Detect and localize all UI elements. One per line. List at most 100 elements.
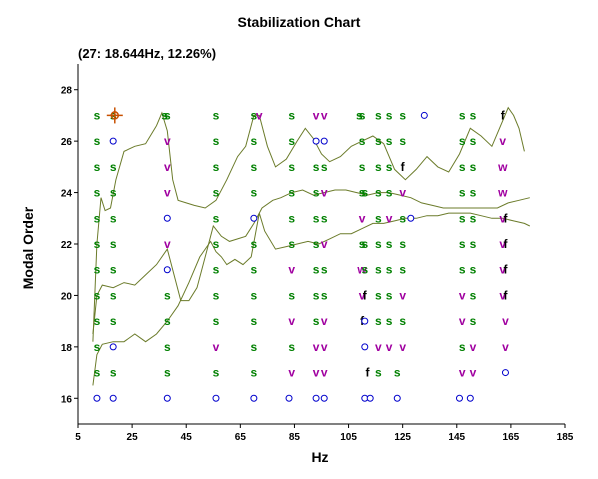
stab-mark-v: v xyxy=(499,211,506,225)
stab-mark-s: s xyxy=(313,211,320,225)
stab-mark-v: v xyxy=(459,314,466,328)
stab-mark-s: s xyxy=(359,186,366,200)
stab-mark-v: v xyxy=(313,366,320,380)
stab-mark-f: f xyxy=(501,108,506,122)
stab-mark-s: s xyxy=(313,237,320,251)
stab-mark-s: s xyxy=(375,186,382,200)
y-tick-label: 24 xyxy=(61,189,73,200)
stab-mark-s: s xyxy=(110,263,117,277)
stab-mark-s: s xyxy=(288,340,295,354)
stab-mark-v: v xyxy=(470,340,477,354)
stab-mark-s: s xyxy=(213,108,220,122)
stab-mark-s: s xyxy=(459,211,466,225)
stab-mark-s: s xyxy=(361,186,368,200)
stab-mark-s: s xyxy=(375,160,382,174)
stab-mark-s: s xyxy=(321,288,328,302)
stab-mark-s: s xyxy=(110,160,117,174)
stab-mark-v: v xyxy=(321,340,328,354)
stab-mark-o xyxy=(285,394,293,402)
stab-mark-s: s xyxy=(470,186,477,200)
stab-mark-s: s xyxy=(251,340,258,354)
cursor-marker xyxy=(110,111,120,120)
stab-mark-s: s xyxy=(313,160,320,174)
stab-mark-s: s xyxy=(375,263,382,277)
y-axis-label: Modal Order xyxy=(20,206,36,289)
stab-mark-s: s xyxy=(213,314,220,328)
stab-mark-s: s xyxy=(94,186,101,200)
stab-mark-s: s xyxy=(321,160,328,174)
stab-mark-s: s xyxy=(110,237,117,251)
stab-mark-s: s xyxy=(288,160,295,174)
stab-mark-s: s xyxy=(164,340,171,354)
stab-mark-o xyxy=(320,394,328,402)
stab-mark-s: s xyxy=(386,288,393,302)
x-tick-label: 25 xyxy=(127,432,139,443)
stab-mark-s: s xyxy=(110,314,117,328)
stab-mark-o xyxy=(109,343,117,351)
stab-mark-o xyxy=(250,394,258,402)
stab-mark-s: s xyxy=(394,366,401,380)
stab-mark-s: s xyxy=(386,108,393,122)
stab-mark-v: v xyxy=(499,288,506,302)
y-tick-label: 22 xyxy=(61,240,73,251)
cursor-readout: (27: 18.644Hz, 12.26%) xyxy=(78,46,216,61)
stab-mark-o xyxy=(455,394,463,402)
stab-mark-s: s xyxy=(399,211,406,225)
stab-mark-s: s xyxy=(361,237,368,251)
stab-mark-s: s xyxy=(470,314,477,328)
stab-mark-s: s xyxy=(110,288,117,302)
stab-mark-s: s xyxy=(94,211,101,225)
x-tick-label: 65 xyxy=(235,432,247,443)
stab-mark-s: s xyxy=(94,134,101,148)
stab-mark-s: s xyxy=(164,314,171,328)
stab-mark-v: v xyxy=(321,237,328,251)
stab-mark-v: v xyxy=(313,108,320,122)
x-tick-label: 45 xyxy=(181,432,193,443)
stab-mark-s: s xyxy=(386,237,393,251)
stab-mark-s: s xyxy=(213,263,220,277)
stab-mark-s: s xyxy=(470,108,477,122)
stab-mark-v: v xyxy=(321,108,328,122)
stab-mark-v: v xyxy=(375,340,382,354)
stab-mark-s: s xyxy=(386,263,393,277)
stab-mark-s: s xyxy=(375,108,382,122)
stab-mark-s: s xyxy=(459,263,466,277)
stab-mark-o xyxy=(163,266,171,274)
stab-mark-o xyxy=(407,214,415,222)
stab-mark-s: s xyxy=(251,288,258,302)
stab-mark-o xyxy=(109,394,117,402)
stab-mark-v: v xyxy=(459,366,466,380)
stab-mark-s: s xyxy=(359,134,366,148)
stab-mark-v: v xyxy=(164,186,171,200)
stab-mark-s: s xyxy=(459,134,466,148)
y-tick-label: 18 xyxy=(61,343,73,354)
stab-mark-s: s xyxy=(375,134,382,148)
stab-mark-s: s xyxy=(375,314,382,328)
stab-mark-s: s xyxy=(110,211,117,225)
stab-mark-f: f xyxy=(401,160,406,174)
stab-mark-s: s xyxy=(470,134,477,148)
stab-mark-s: s xyxy=(161,108,168,122)
stab-mark-v: v xyxy=(499,134,506,148)
stab-mark-s: s xyxy=(470,263,477,277)
stab-mark-v: v xyxy=(386,211,393,225)
stab-mark-w: w xyxy=(497,160,508,174)
stab-mark-s: s xyxy=(213,134,220,148)
stab-mark-v: v xyxy=(321,366,328,380)
stab-mark-s: s xyxy=(213,288,220,302)
stab-mark-s: s xyxy=(110,186,117,200)
stab-mark-s: s xyxy=(164,288,171,302)
stab-mark-v: v xyxy=(288,263,295,277)
stab-mark-o xyxy=(163,394,171,402)
stab-mark-v: v xyxy=(288,314,295,328)
stab-mark-s: s xyxy=(164,366,171,380)
stab-mark-s: s xyxy=(359,108,366,122)
stab-mark-o xyxy=(163,214,171,222)
x-tick-label: 125 xyxy=(394,432,411,443)
stab-mark-o xyxy=(312,394,320,402)
stab-mark-s: s xyxy=(399,314,406,328)
stab-mark-s: s xyxy=(213,237,220,251)
stab-mark-s: s xyxy=(251,366,258,380)
stab-mark-f: f xyxy=(365,366,370,380)
